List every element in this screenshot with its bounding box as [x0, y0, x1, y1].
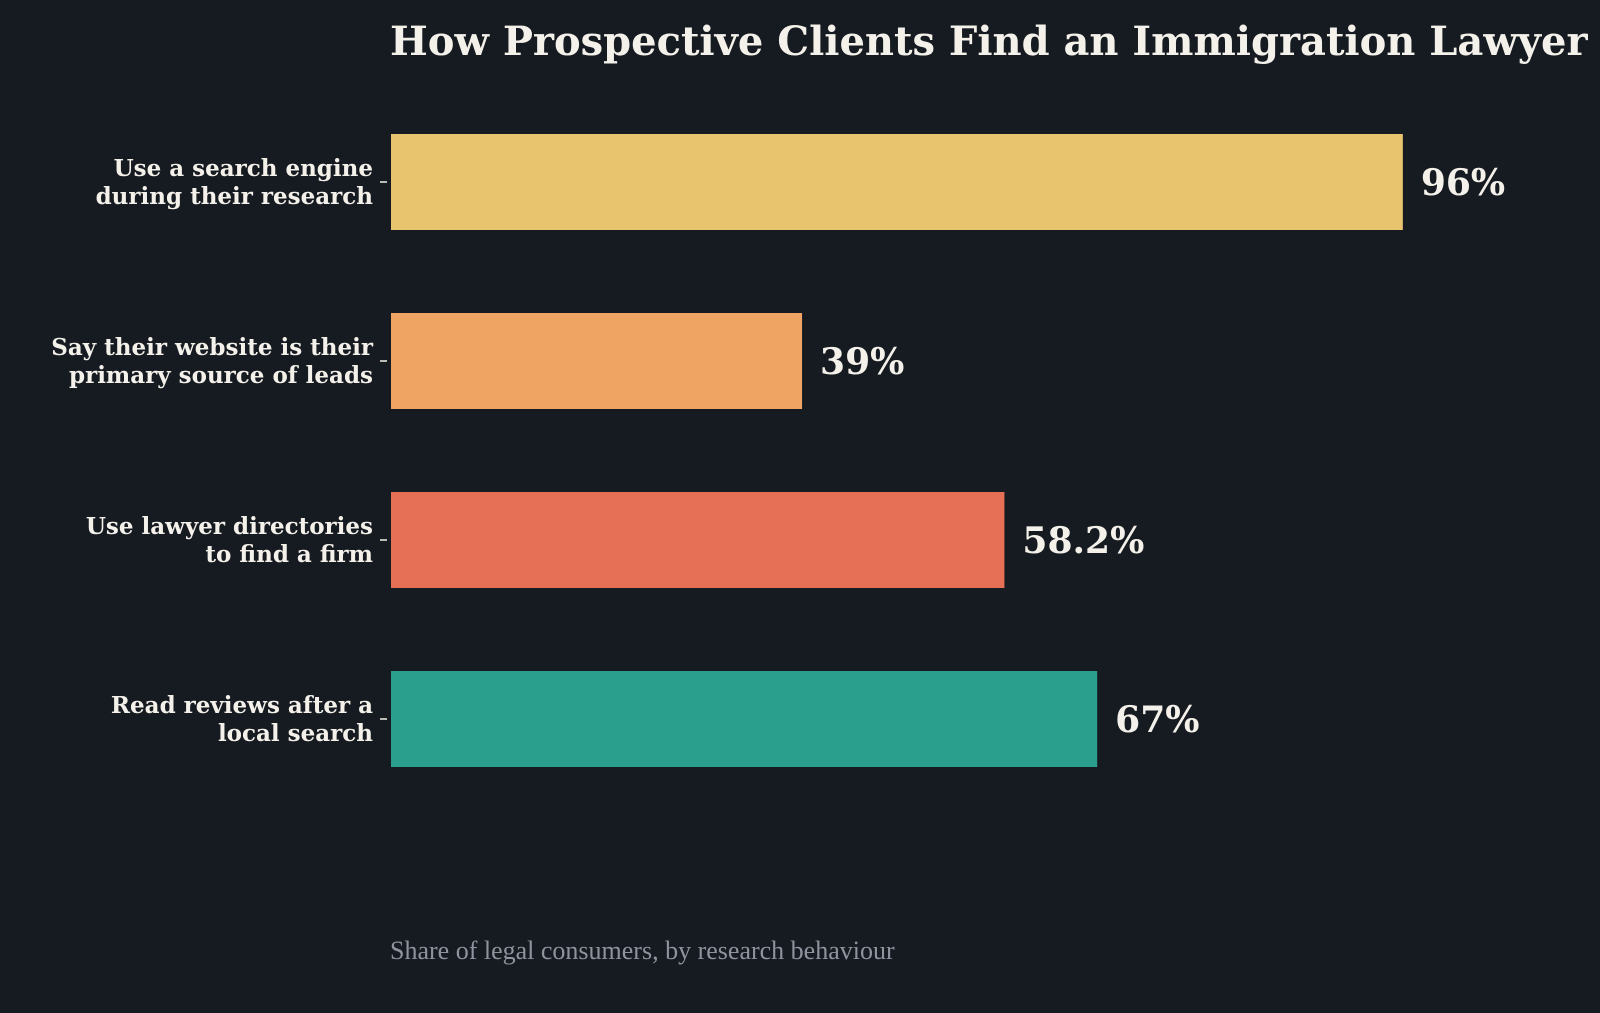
chart-caption: Share of legal consumers, by research be… — [390, 936, 895, 965]
category-label-3: Read reviews after a local search — [111, 692, 373, 747]
value-label-2: 58.2% — [1022, 520, 1144, 562]
category-label-line: to find a firm — [205, 541, 373, 568]
value-label-0: 96% — [1421, 162, 1505, 204]
bar-3 — [391, 671, 1098, 767]
chart-title: How Prospective Clients Find an Immigrat… — [390, 18, 1588, 65]
bar-0 — [391, 134, 1403, 230]
bar-1 — [391, 313, 803, 409]
category-label-0: Use a search engine during their research — [96, 155, 374, 210]
category-label-2: Use lawyer directories to find a firm — [86, 513, 373, 568]
category-label-1: Say their website is their primary source… — [51, 334, 374, 389]
value-label-3: 67% — [1115, 699, 1199, 741]
bar-2 — [391, 492, 1005, 588]
category-label-line: Use a search engine — [114, 155, 373, 182]
category-label-line: Use lawyer directories — [86, 513, 373, 540]
category-label-line: Say their website is their — [51, 334, 374, 361]
category-label-line: local search — [218, 720, 373, 747]
category-label-line: primary source of leads — [69, 362, 373, 389]
value-label-1: 39% — [820, 341, 904, 383]
category-label-line: Read reviews after a — [111, 692, 373, 719]
category-label-line: during their research — [96, 183, 374, 210]
